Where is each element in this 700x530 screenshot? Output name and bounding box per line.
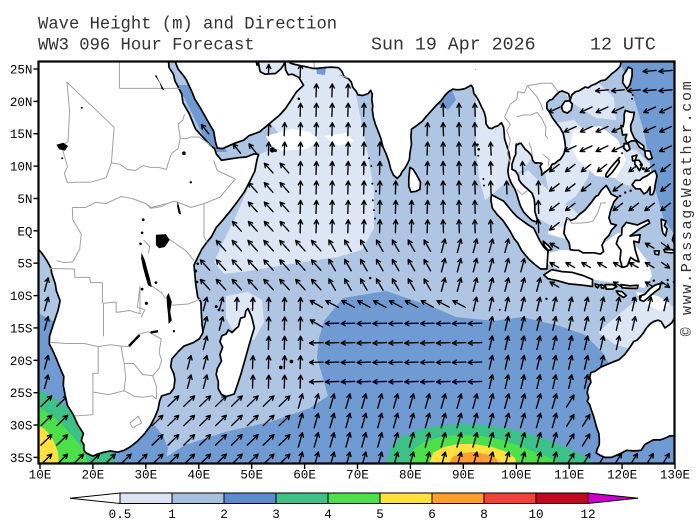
svg-text:10: 10 xyxy=(528,508,543,522)
svg-text:50E: 50E xyxy=(240,469,263,483)
svg-text:60E: 60E xyxy=(293,469,316,483)
svg-text:12 UTC: 12 UTC xyxy=(590,36,656,56)
svg-text:3: 3 xyxy=(272,508,280,522)
svg-text:5S: 5S xyxy=(17,258,32,272)
svg-text:6: 6 xyxy=(428,508,436,522)
svg-text:Sun 19 Apr 2026: Sun 19 Apr 2026 xyxy=(371,36,536,56)
svg-text:70E: 70E xyxy=(346,469,369,483)
svg-text:8: 8 xyxy=(480,508,488,522)
svg-text:100E: 100E xyxy=(501,469,531,483)
svg-text:15N: 15N xyxy=(10,128,33,142)
svg-text:15S: 15S xyxy=(10,322,33,336)
svg-text:2: 2 xyxy=(220,508,228,522)
svg-text:1: 1 xyxy=(168,508,176,522)
svg-text:25N: 25N xyxy=(10,64,33,78)
svg-text:40E: 40E xyxy=(187,469,210,483)
svg-text:30E: 30E xyxy=(134,469,157,483)
svg-text:110E: 110E xyxy=(554,469,584,483)
svg-text:12: 12 xyxy=(580,508,595,522)
svg-text:5: 5 xyxy=(376,508,384,522)
svg-text:25S: 25S xyxy=(10,387,33,401)
svg-text:35S: 35S xyxy=(10,452,33,466)
svg-text:Wave Height (m) and Direction: Wave Height (m) and Direction xyxy=(38,16,337,35)
svg-text:20N: 20N xyxy=(10,96,33,110)
svg-text:130E: 130E xyxy=(660,469,690,483)
svg-text:20S: 20S xyxy=(10,355,33,369)
svg-text:0.5: 0.5 xyxy=(109,508,132,522)
svg-text:© www.PassageWeather.com: © www.PassageWeather.com xyxy=(679,80,696,337)
svg-text:30S: 30S xyxy=(10,420,33,434)
svg-text:80E: 80E xyxy=(399,469,422,483)
svg-text:WW3 096 Hour Forecast: WW3 096 Hour Forecast xyxy=(38,37,255,56)
svg-text:EQ: EQ xyxy=(17,225,32,239)
svg-text:5N: 5N xyxy=(17,193,32,207)
svg-text:10S: 10S xyxy=(10,290,33,304)
svg-text:4: 4 xyxy=(324,508,332,522)
svg-text:10E: 10E xyxy=(29,469,52,483)
svg-text:20E: 20E xyxy=(82,469,105,483)
svg-text:90E: 90E xyxy=(452,469,475,483)
svg-text:120E: 120E xyxy=(607,469,637,483)
svg-text:10N: 10N xyxy=(10,161,33,175)
